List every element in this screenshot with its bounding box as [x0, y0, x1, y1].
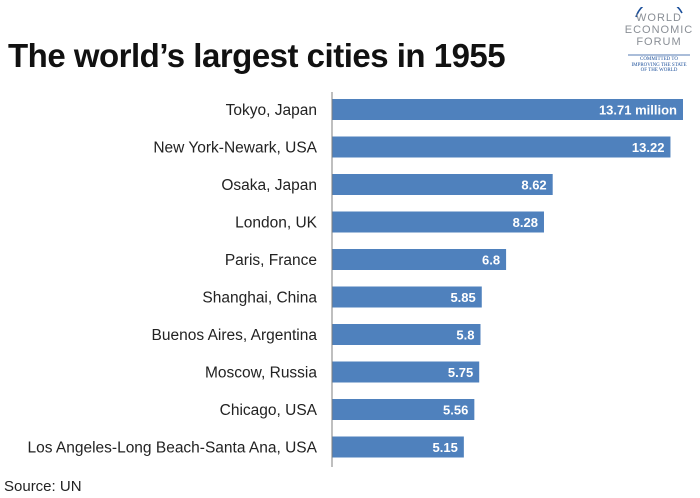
source-note: Source: UN — [4, 478, 82, 495]
category-label-4: Paris, France — [225, 252, 317, 269]
bar-4 — [332, 249, 507, 270]
globe-arc-icon — [628, 7, 690, 56]
bar-8 — [332, 399, 475, 420]
bar-3 — [332, 211, 544, 233]
logo-line-2: ECONOMIC — [624, 24, 694, 36]
bar-1 — [332, 136, 671, 158]
logo-tagline-3: OF THE WORLD — [640, 68, 678, 73]
bar-value-label-3: 8.28 — [513, 215, 538, 230]
bar-value-label-7: 5.75 — [448, 365, 473, 380]
bar-value-label-4: 6.8 — [482, 253, 500, 268]
category-label-0: Tokyo, Japan — [226, 102, 317, 119]
bar-value-label-0: 13.71 million — [599, 103, 677, 118]
bar-7 — [332, 361, 480, 383]
bar-6 — [332, 324, 481, 345]
bar-0 — [332, 99, 683, 120]
bar-value-label-9: 5.15 — [433, 440, 458, 455]
category-label-7: Moscow, Russia — [205, 365, 317, 382]
logo-tagline-2: IMPROVING THE STATE — [631, 62, 687, 68]
category-label-1: New York-Newark, USA — [153, 140, 317, 157]
category-label-2: Osaka, Japan — [221, 177, 317, 194]
world-economic-forum-logo: WORLD ECONOMIC FORUM COMMITTED TO IMPROV… — [622, 7, 696, 77]
bar-value-label-6: 5.8 — [456, 328, 474, 343]
bar-2 — [332, 174, 553, 195]
category-label-9: Los Angeles-Long Beach-Santa Ana, USA — [27, 440, 317, 457]
logo-line-1: WORLD — [636, 12, 682, 24]
bar-9 — [332, 436, 464, 458]
bar-value-label-1: 13.22 — [632, 140, 665, 155]
bar-value-label-5: 5.85 — [450, 290, 475, 305]
category-label-6: Buenos Aires, Argentina — [152, 327, 318, 344]
bar-value-label-2: 8.62 — [521, 178, 546, 193]
category-label-3: London, UK — [235, 215, 318, 232]
category-label-5: Shanghai, China — [202, 290, 317, 307]
logo-line-3: FORUM — [636, 36, 682, 48]
bar-5 — [332, 286, 482, 308]
category-label-8: Chicago, USA — [220, 402, 318, 419]
bar-value-label-8: 5.56 — [443, 403, 468, 418]
logo-tagline-1: COMMITTED TO — [639, 57, 678, 62]
page-title: The world’s largest cities in 1955 — [8, 37, 506, 74]
